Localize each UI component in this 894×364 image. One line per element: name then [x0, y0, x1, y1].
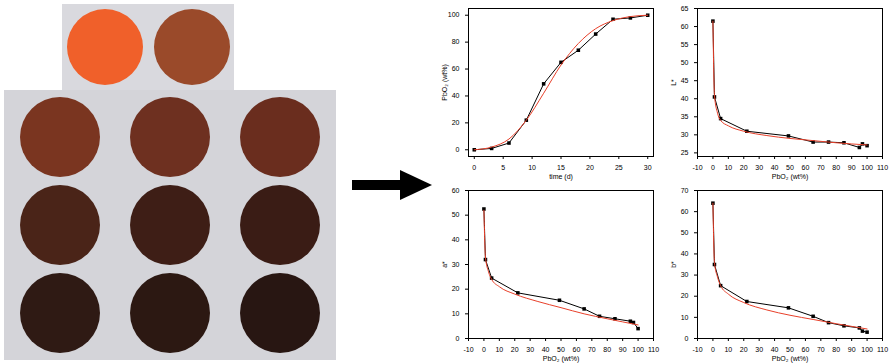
svg-text:0: 0 — [472, 164, 476, 171]
svg-text:60: 60 — [573, 346, 581, 353]
svg-text:40: 40 — [452, 92, 460, 99]
svg-text:100: 100 — [861, 346, 873, 353]
svg-text:a*: a* — [441, 261, 448, 268]
svg-text:40: 40 — [681, 95, 689, 102]
svg-text:60: 60 — [681, 208, 689, 215]
svg-text:-10: -10 — [692, 164, 702, 171]
svg-text:90: 90 — [848, 346, 856, 353]
svg-text:30: 30 — [644, 164, 652, 171]
svg-text:40: 40 — [771, 164, 779, 171]
svg-text:10: 10 — [528, 164, 536, 171]
svg-text:55: 55 — [681, 41, 689, 48]
svg-text:60: 60 — [452, 187, 460, 194]
svg-text:20: 20 — [586, 164, 594, 171]
svg-text:65: 65 — [681, 5, 689, 12]
svg-text:30: 30 — [681, 271, 689, 278]
svg-text:15: 15 — [557, 164, 565, 171]
svg-text:5: 5 — [501, 164, 505, 171]
svg-text:25: 25 — [681, 149, 689, 156]
svg-text:50: 50 — [452, 211, 460, 218]
svg-text:30: 30 — [526, 346, 534, 353]
svg-text:90: 90 — [848, 164, 856, 171]
svg-text:40: 40 — [771, 346, 779, 353]
svg-text:PbO₂ (wt%): PbO₂ (wt%) — [441, 64, 449, 101]
svg-text:10: 10 — [724, 346, 732, 353]
svg-text:10: 10 — [724, 164, 732, 171]
svg-text:PbO₂ (wt%): PbO₂ (wt%) — [772, 173, 809, 181]
svg-text:20: 20 — [681, 292, 689, 299]
svg-text:110: 110 — [648, 346, 659, 353]
svg-text:30: 30 — [681, 131, 689, 138]
svg-text:100: 100 — [632, 346, 644, 353]
svg-text:PbO₂ (wt%): PbO₂ (wt%) — [772, 355, 809, 363]
svg-text:20: 20 — [452, 285, 460, 292]
svg-text:60: 60 — [452, 65, 460, 72]
svg-text:0: 0 — [482, 346, 486, 353]
svg-text:90: 90 — [619, 346, 627, 353]
svg-text:-10: -10 — [463, 346, 473, 353]
svg-text:0: 0 — [685, 335, 689, 342]
svg-text:10: 10 — [452, 310, 460, 317]
svg-text:0: 0 — [711, 346, 715, 353]
svg-text:0: 0 — [456, 335, 460, 342]
svg-text:30: 30 — [452, 261, 460, 268]
svg-text:L*: L* — [670, 79, 677, 86]
svg-text:60: 60 — [802, 346, 810, 353]
svg-text:40: 40 — [542, 346, 550, 353]
svg-text:80: 80 — [603, 346, 611, 353]
svg-text:20: 20 — [452, 119, 460, 126]
svg-text:b*: b* — [670, 261, 677, 268]
svg-text:10: 10 — [681, 314, 689, 321]
svg-text:10: 10 — [495, 346, 503, 353]
svg-text:60: 60 — [802, 164, 810, 171]
svg-text:110: 110 — [877, 346, 888, 353]
svg-text:80: 80 — [832, 164, 840, 171]
svg-text:70: 70 — [817, 164, 825, 171]
svg-text:20: 20 — [740, 164, 748, 171]
svg-text:PbO₂ (wt%): PbO₂ (wt%) — [543, 355, 580, 363]
svg-text:40: 40 — [681, 250, 689, 257]
svg-text:80: 80 — [452, 38, 460, 45]
svg-text:100: 100 — [448, 11, 460, 18]
svg-text:50: 50 — [681, 229, 689, 236]
svg-text:50: 50 — [557, 346, 565, 353]
svg-text:80: 80 — [832, 346, 840, 353]
svg-text:30: 30 — [755, 164, 763, 171]
svg-text:20: 20 — [511, 346, 519, 353]
svg-text:50: 50 — [681, 59, 689, 66]
svg-text:0: 0 — [711, 164, 715, 171]
svg-text:20: 20 — [740, 346, 748, 353]
svg-text:100: 100 — [861, 164, 873, 171]
svg-text:25: 25 — [615, 164, 623, 171]
svg-text:70: 70 — [817, 346, 825, 353]
svg-text:40: 40 — [452, 236, 460, 243]
svg-text:30: 30 — [755, 346, 763, 353]
svg-text:time (d): time (d) — [549, 173, 573, 181]
svg-text:60: 60 — [681, 23, 689, 30]
svg-text:110: 110 — [877, 164, 888, 171]
svg-text:50: 50 — [786, 164, 794, 171]
svg-text:70: 70 — [588, 346, 596, 353]
svg-text:35: 35 — [681, 113, 689, 120]
svg-text:-10: -10 — [692, 346, 702, 353]
svg-text:50: 50 — [786, 346, 794, 353]
svg-text:70: 70 — [681, 187, 689, 194]
svg-text:45: 45 — [681, 77, 689, 84]
svg-text:0: 0 — [456, 146, 460, 153]
